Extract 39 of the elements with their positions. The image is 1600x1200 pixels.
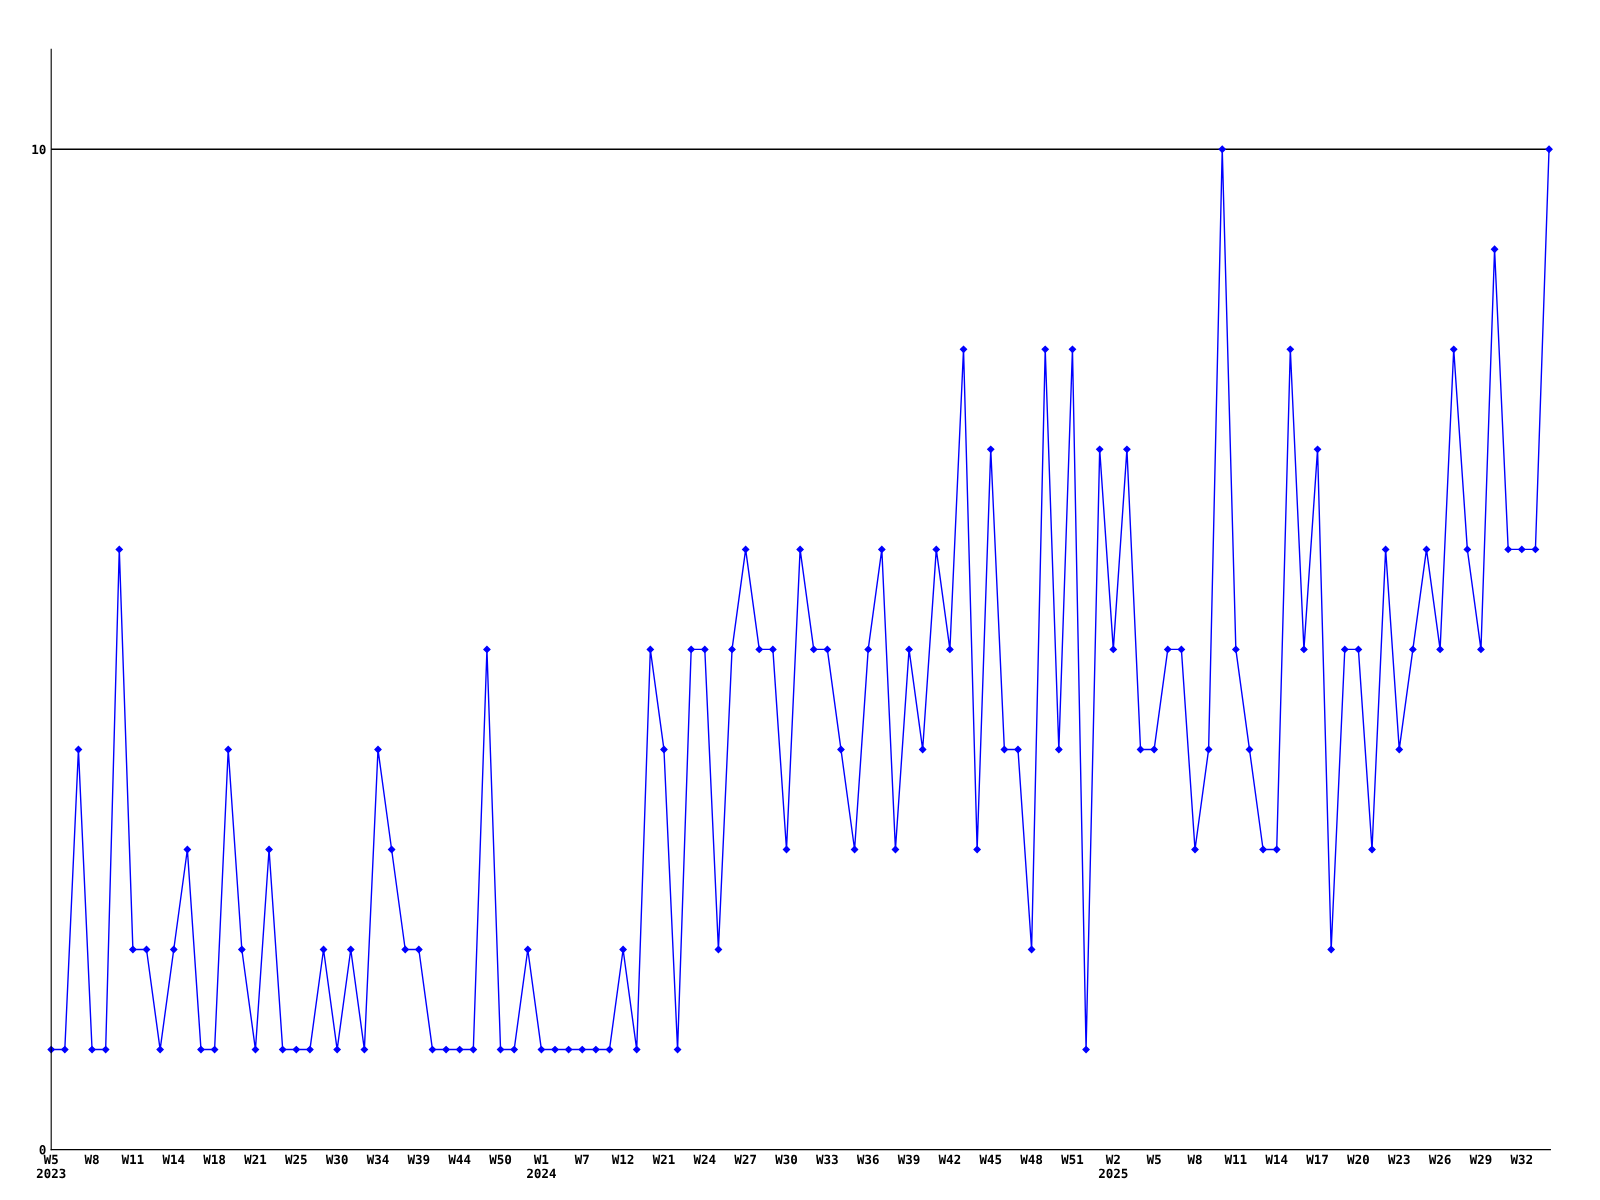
x-tick-label: W8 (84, 1154, 99, 1165)
x-tick-label: W42 (938, 1154, 961, 1164)
x-tick-label: W7 (574, 1154, 589, 1164)
x-tick-label: W39 (407, 1154, 430, 1165)
x-tick-label: W21 (652, 1154, 675, 1164)
x-tick-label: W34 (366, 1154, 389, 1165)
x-tick-label: W20 (1347, 1154, 1369, 1165)
x-tick-label: W50 (489, 1154, 512, 1165)
x-tick-label: W45 (979, 1154, 1002, 1165)
x-tick-label: W11 (1224, 1154, 1247, 1164)
x-tick-label: W26 (1428, 1154, 1451, 1165)
x-tick-label: W17 (1306, 1154, 1328, 1164)
x-tick-label: W32 (1510, 1154, 1533, 1165)
x-tick-label: W44 (448, 1154, 471, 1164)
x-tick-label: W14 (1265, 1154, 1288, 1164)
x-tick-label: W24 (693, 1154, 716, 1164)
x-tick-label: W33 (816, 1154, 838, 1165)
x-tick-label: W36 (856, 1154, 879, 1165)
y-tick-label: 0 (39, 1145, 46, 1155)
x-tick-label: W51 (1061, 1154, 1084, 1165)
x-tick-label: W27 (734, 1154, 756, 1164)
x-tick-label: W23 (1387, 1154, 1410, 1165)
x-tick-label: W11 (121, 1154, 144, 1164)
x-tick-label: W25 (285, 1154, 307, 1165)
x-tick-label: W30 (775, 1154, 798, 1165)
x-tick-label: W5 (1146, 1154, 1161, 1165)
x-tick-label: W14 (162, 1154, 185, 1164)
x-tick-label: W39 (897, 1154, 920, 1165)
x-tick-label: W30 (325, 1154, 348, 1165)
x-tick-label: W18 (203, 1154, 226, 1165)
x-tick-label: W21 (244, 1154, 267, 1164)
x-tick-label: W29 (1469, 1154, 1492, 1165)
x-tick-label: W12 (611, 1154, 634, 1164)
x-tick-label: W8 (1187, 1154, 1202, 1165)
x-tick-label: W2 2025 (1098, 1154, 1128, 1179)
x-tick-label: W5 2023 (36, 1154, 66, 1179)
x-tick-label: W1 2024 (527, 1154, 556, 1179)
y-tick-label: 10 (32, 144, 46, 155)
x-tick-label: W48 (1020, 1154, 1043, 1165)
